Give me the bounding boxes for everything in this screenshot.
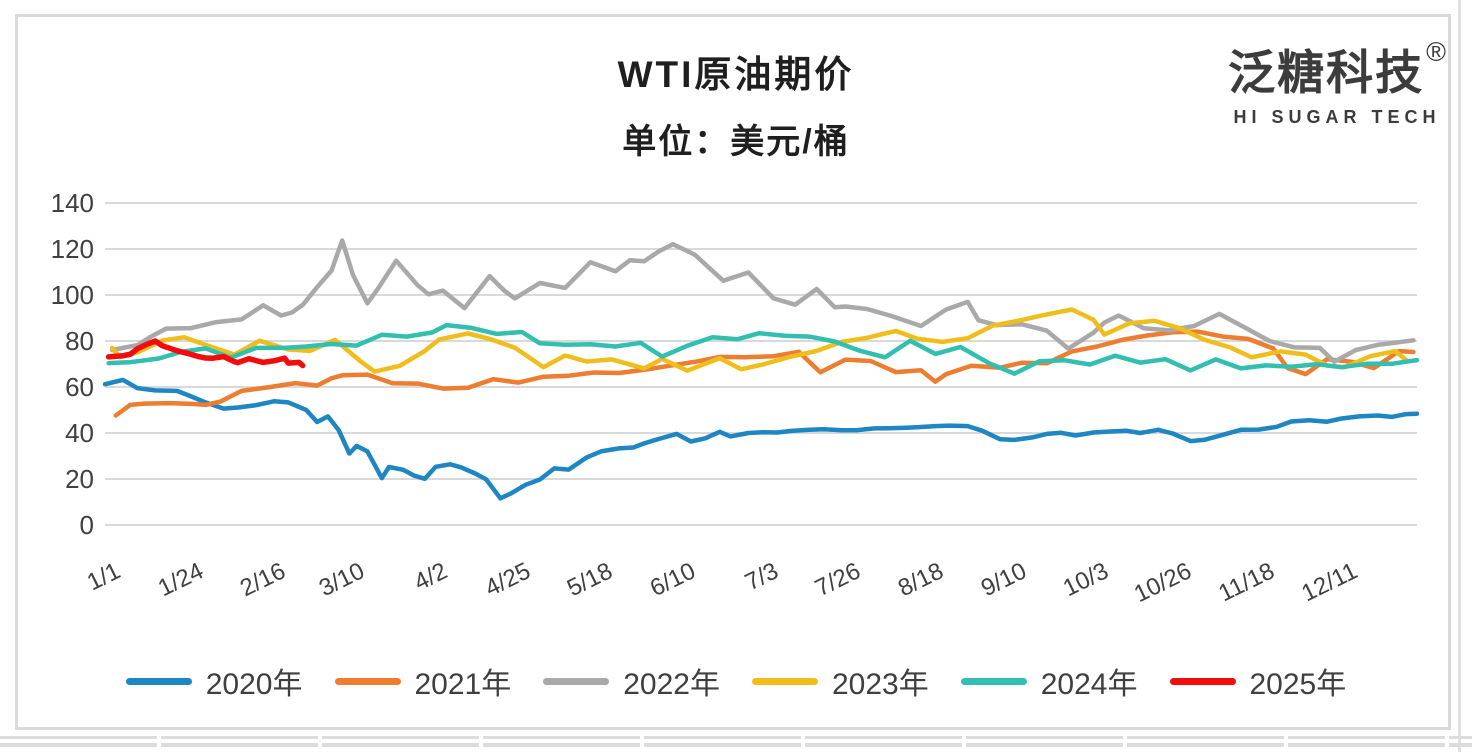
legend-label-2021年: 2021年 — [414, 668, 512, 701]
series-line-2024年 — [106, 322, 1420, 376]
legend-label-2024年: 2024年 — [1040, 668, 1138, 701]
title-block: WTI原油期价 单位：美元/桶 — [236, 44, 1236, 163]
y-tick-label-60: 60 — [65, 372, 94, 402]
y-tick-label-20: 20 — [65, 464, 94, 494]
y-tick-label-100: 100 — [50, 280, 94, 310]
spreadsheet-gridline-vertical — [1458, 0, 1461, 752]
legend-label-2020年: 2020年 — [205, 668, 303, 701]
spreadsheet-gridline-bottom-1 — [0, 736, 1472, 739]
legend-item-2025年: 2025年 — [1169, 659, 1347, 703]
y-tick-label-80: 80 — [65, 326, 94, 356]
series-line-2021年 — [113, 329, 1416, 418]
chart-legend: 2020年 2021年 2022年 2023年 2024年 2025年 — [0, 659, 1472, 703]
chart-frame — [15, 14, 1451, 730]
registered-trademark-icon: ® — [1426, 37, 1446, 67]
series-line-2020年 — [102, 377, 1420, 501]
legend-item-2024年: 2024年 — [960, 659, 1138, 703]
brand-logo-cn-row: 泛糖科技® — [1228, 34, 1446, 103]
legend-item-2020年: 2020年 — [125, 659, 303, 703]
legend-swatch-2025年 — [1169, 677, 1236, 685]
legend-item-2023年: 2023年 — [752, 659, 929, 703]
chart-subtitle: 单位：美元/桶 — [622, 123, 850, 161]
legend-label-2025年: 2025年 — [1249, 668, 1347, 701]
y-tick-label-0: 0 — [79, 510, 94, 540]
series-line-2025年 — [105, 338, 306, 369]
brand-logo-cn: 泛糖科技 — [1228, 46, 1425, 99]
y-tick-label-120: 120 — [50, 234, 94, 264]
legend-swatch-2022年 — [543, 677, 610, 685]
legend-swatch-2020年 — [125, 677, 192, 685]
spreadsheet-gridline-bottom-2 — [0, 743, 1472, 747]
legend-item-2021年: 2021年 — [334, 659, 512, 703]
legend-item-2022年: 2022年 — [543, 659, 720, 703]
series-line-2023年 — [109, 307, 1409, 374]
legend-label-2023年: 2023年 — [832, 668, 929, 701]
y-tick-label-140: 140 — [50, 188, 94, 218]
series-line-2022年 — [109, 238, 1416, 364]
brand-logo-en: HI SUGAR TECH — [1233, 107, 1441, 127]
chart-title: WTI原油期价 — [617, 54, 855, 95]
y-tick-label-40: 40 — [65, 418, 94, 448]
chart-plot — [102, 202, 1420, 526]
legend-swatch-2021年 — [334, 677, 401, 685]
brand-logo: 泛糖科技® HI SUGAR TECH — [1228, 34, 1446, 128]
legend-swatch-2023年 — [752, 677, 818, 685]
legend-label-2022年: 2022年 — [623, 668, 720, 701]
legend-swatch-2024年 — [960, 677, 1027, 685]
